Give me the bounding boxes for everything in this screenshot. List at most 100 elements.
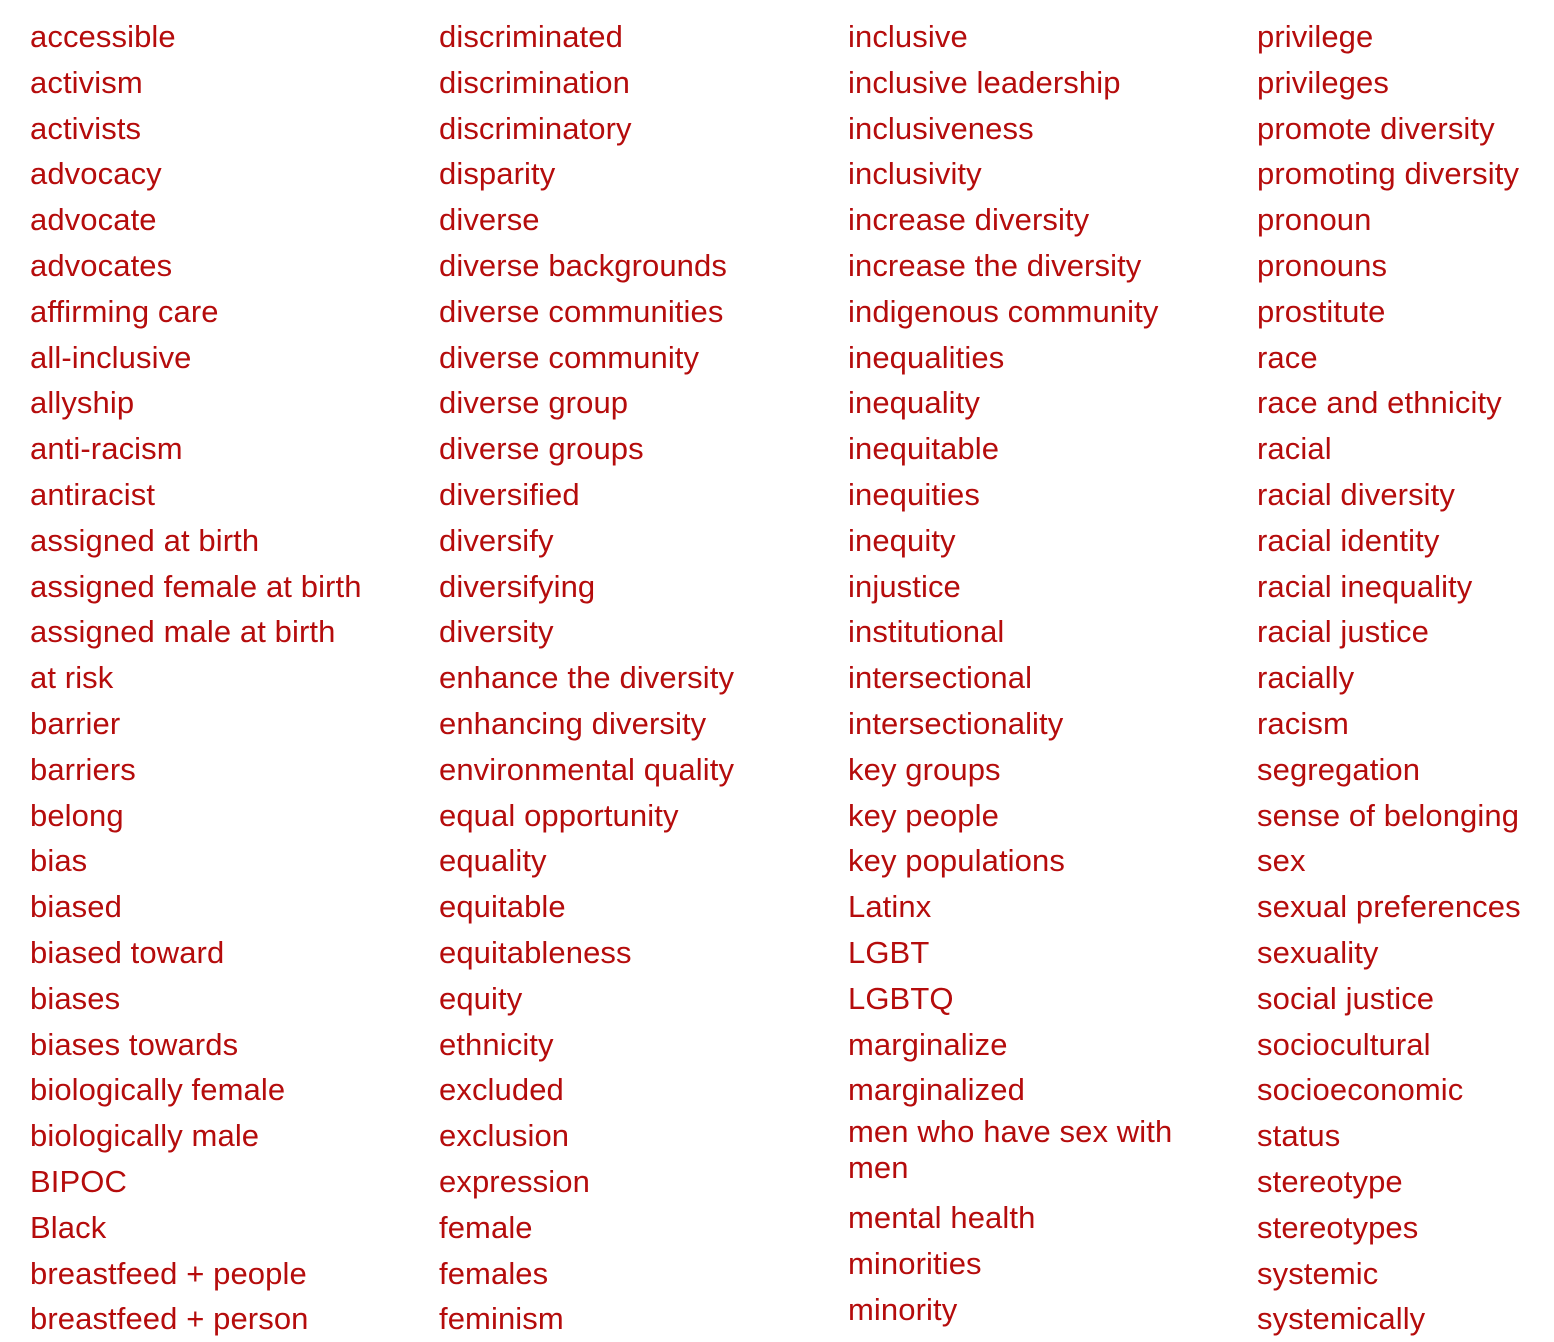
term-item: barrier	[30, 705, 121, 741]
term-item: sense of belonging	[1257, 797, 1520, 833]
term-item: advocacy	[30, 156, 162, 192]
term-item: segregation	[1257, 751, 1421, 787]
term-item: feminism	[439, 1301, 564, 1337]
term-item: stereotype	[1257, 1163, 1403, 1199]
term-item: biased toward	[30, 934, 225, 970]
term-item: disparity	[439, 156, 556, 192]
term-item: accessible	[30, 19, 176, 54]
term-item: diversified	[439, 476, 580, 512]
term-item: minorities	[848, 1245, 982, 1281]
term-item: inequality	[848, 385, 980, 421]
term-item: injustice	[848, 568, 961, 604]
term-item: biases towards	[30, 1026, 239, 1062]
term-item: social justice	[1257, 980, 1435, 1016]
term-column-3: inclusive inclusive leadership inclusivene…	[848, 14, 1208, 1333]
term-item: racial identity	[1257, 522, 1440, 558]
term-item: sociocultural	[1257, 1026, 1431, 1062]
term-item: mental health	[848, 1200, 1036, 1236]
term-item: expression	[439, 1163, 590, 1199]
term-item: anti-racism	[30, 431, 183, 467]
term-item: all-inclusive	[30, 339, 192, 375]
term-item: ethnicity	[439, 1026, 554, 1062]
term-item: privileges	[1257, 64, 1389, 100]
term-item: sexuality	[1257, 934, 1379, 970]
term-item: inequalities	[848, 339, 1005, 375]
term-item: intersectionality	[848, 705, 1064, 741]
term-item: equal opportunity	[439, 797, 679, 833]
term-item: indigenous community	[848, 293, 1159, 329]
term-item: status	[1257, 1118, 1341, 1154]
term-item: racial	[1257, 431, 1332, 467]
term-item: racial justice	[1257, 614, 1429, 650]
term-item: diversify	[439, 522, 554, 558]
term-item: inequity	[848, 522, 956, 558]
term-item: assigned female at birth	[30, 568, 362, 604]
term-item: Black	[30, 1209, 107, 1245]
term-item: biologically male	[30, 1118, 260, 1154]
term-item: promoting diversity	[1257, 156, 1520, 192]
term-item: barriers	[30, 751, 136, 787]
term-item: biases	[30, 980, 121, 1016]
term-item: activism	[30, 64, 143, 100]
term-item: biased	[30, 889, 122, 925]
term-item: sexual preferences	[1257, 889, 1521, 925]
term-item: equitableness	[439, 934, 632, 970]
term-item: equitable	[439, 889, 566, 925]
term-item: affirming care	[30, 293, 219, 329]
term-item: diverse communities	[439, 293, 724, 329]
term-item: pronouns	[1257, 247, 1388, 283]
term-item: marginalized	[848, 1072, 1025, 1108]
term-item: key people	[848, 797, 999, 833]
term-item: belong	[30, 797, 124, 833]
term-item: minority	[848, 1291, 958, 1327]
term-item: activists	[30, 110, 142, 146]
term-item: allyship	[30, 385, 135, 421]
term-item: promote diversity	[1257, 110, 1495, 146]
term-item: discriminatory	[439, 110, 632, 146]
term-item: LGBTQ	[848, 980, 954, 1016]
term-item: discriminated	[439, 19, 623, 54]
term-column-4: privilege privileges promote diversity prom…	[1257, 14, 1554, 1342]
term-item: racism	[1257, 705, 1349, 741]
term-item: diverse groups	[439, 431, 644, 467]
term-item: discrimination	[439, 64, 630, 100]
term-item: systemic	[1257, 1255, 1379, 1291]
term-item: at risk	[30, 660, 114, 696]
term-item: race and ethnicity	[1257, 385, 1502, 421]
term-item: females	[439, 1255, 549, 1291]
term-item: Latinx	[848, 889, 932, 925]
term-item: stereotypes	[1257, 1209, 1419, 1245]
term-item: inclusive	[848, 19, 968, 54]
term-item: prostitute	[1257, 293, 1386, 329]
term-item: marginalize	[848, 1026, 1008, 1062]
term-item: key populations	[848, 843, 1065, 879]
term-item: assigned at birth	[30, 522, 260, 558]
term-item: institutional	[848, 614, 1005, 650]
term-item: equity	[439, 980, 523, 1016]
term-item: key groups	[848, 751, 1001, 787]
term-item: assigned male at birth	[30, 614, 336, 650]
term-column-1: accessible activism activists advocacy advoc…	[30, 14, 430, 1342]
term-item: diverse backgrounds	[439, 247, 727, 283]
term-item: inclusive leadership	[848, 64, 1121, 100]
term-item: inclusiveness	[848, 110, 1034, 146]
term-item: advocate	[30, 202, 157, 238]
term-item: female	[439, 1209, 533, 1245]
term-item: environmental quality	[439, 751, 735, 787]
term-item: racially	[1257, 660, 1355, 696]
term-item: socioeconomic	[1257, 1072, 1464, 1108]
term-item: increase diversity	[848, 202, 1090, 238]
term-item: advocates	[30, 247, 173, 283]
term-item: racial diversity	[1257, 476, 1455, 512]
term-item: equality	[439, 843, 547, 879]
term-item: antiracist	[30, 476, 156, 512]
term-item: race	[1257, 339, 1318, 375]
term-item: enhance the diversity	[439, 660, 735, 696]
term-item: excluded	[439, 1072, 564, 1108]
term-item: diverse community	[439, 339, 700, 375]
term-item: racial inequality	[1257, 568, 1473, 604]
term-item: LGBT	[848, 934, 930, 970]
term-item: bias	[30, 843, 88, 879]
term-item: diverse group	[439, 385, 629, 421]
